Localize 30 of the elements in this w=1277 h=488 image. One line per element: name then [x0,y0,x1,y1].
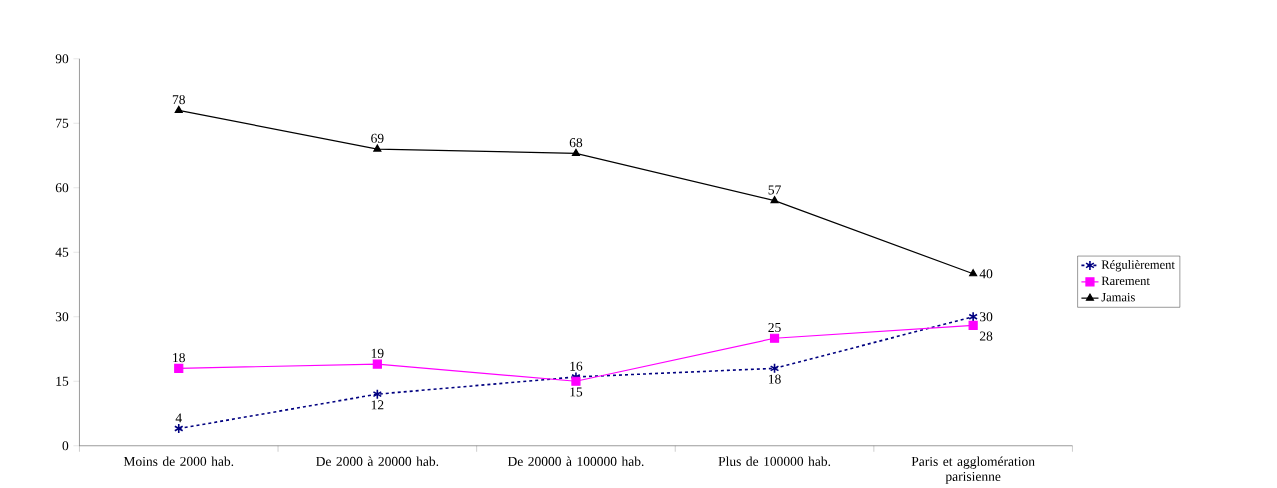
y-tick-label: 60 [55,183,69,193]
legend-label: Régulièrement [1101,259,1175,272]
data-label: 78 [172,94,185,105]
data-label: 25 [768,322,781,332]
y-tick-label: 90 [55,54,69,64]
legend-label: Jamais [1101,292,1135,302]
data-label: 28 [979,331,993,341]
x-tick-label: Moins de 2000 hab. [123,456,234,466]
y-tick-label: 45 [55,247,69,257]
data-label: 16 [570,361,583,371]
y-tick-label: 75 [56,118,69,128]
x-tick-label: De 20000 à 100000 hab. [507,456,644,466]
y-tick-label: 15 [56,376,69,386]
data-label: 18 [768,374,781,384]
data-label: 15 [570,387,583,397]
y-tick-label: 30 [55,312,69,322]
y-tick-label: 0 [62,441,69,451]
data-label: 12 [371,400,384,410]
data-label: 19 [371,348,384,358]
x-tick-label: Plus de 100000 hab. [718,456,831,466]
data-label: 68 [569,137,583,148]
data-label: 4 [175,413,182,423]
data-label: 69 [371,133,384,143]
data-label: 40 [979,269,993,279]
data-label: 18 [173,352,185,363]
x-tick-label: Paris et agglomération parisienne [911,456,1035,484]
data-label: 57 [768,185,781,195]
x-tick-label: De 2000 à 20000 hab. [316,456,439,466]
legend-label: Rarement [1101,276,1150,285]
data-label: 30 [979,312,993,322]
